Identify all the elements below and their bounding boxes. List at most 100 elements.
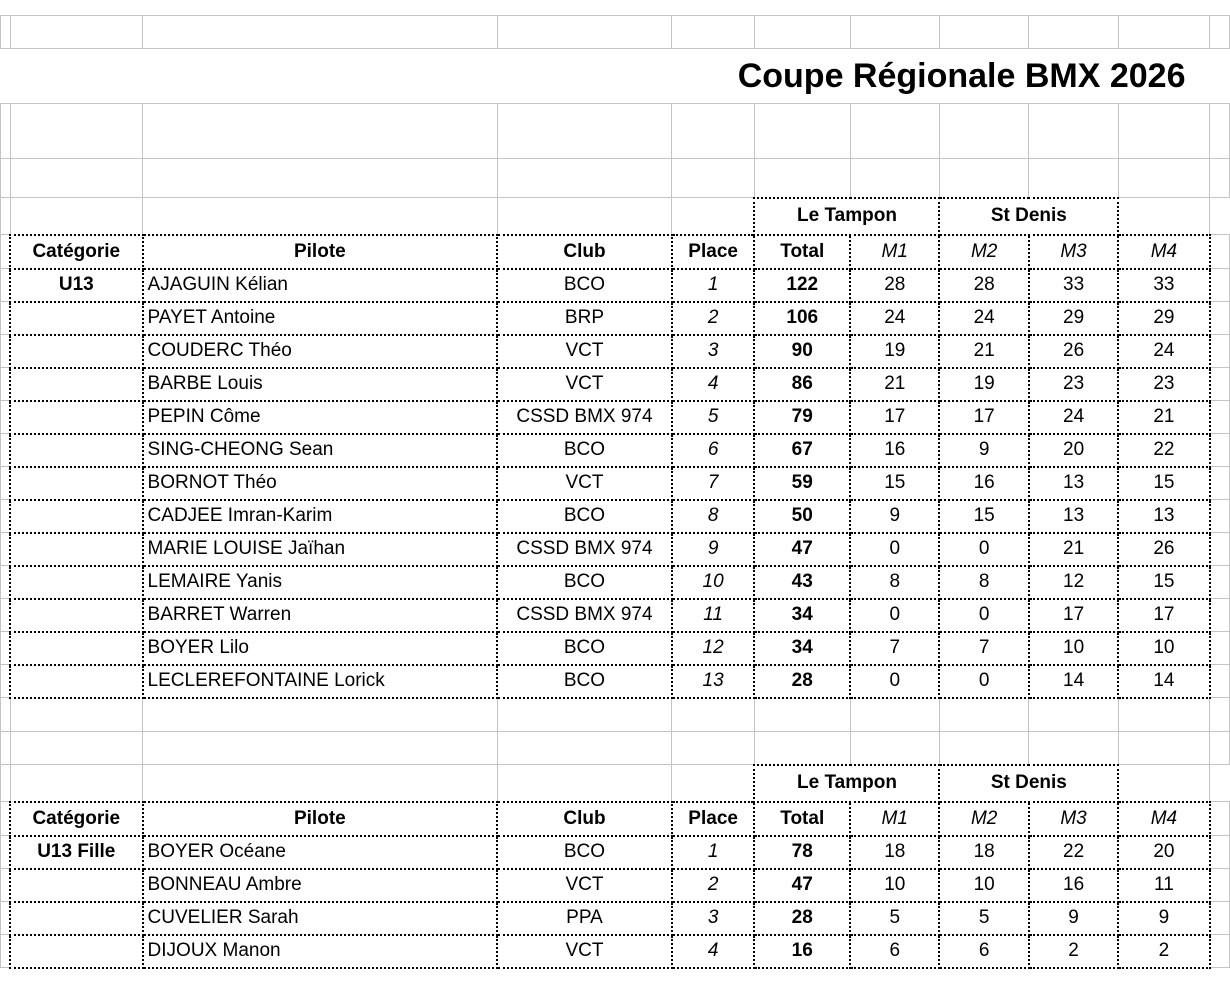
empty-cell[interactable] (671, 158, 755, 198)
total-cell[interactable]: 28 (753, 900, 852, 936)
pilot-cell[interactable]: BORNOT Théo (141, 465, 499, 501)
m2-score-cell[interactable]: 18 (938, 834, 1030, 870)
m3-score-cell[interactable]: 17 (1027, 597, 1120, 633)
m2-score-cell[interactable]: 24 (938, 300, 1030, 336)
category-cell[interactable] (9, 432, 144, 468)
pilot-cell[interactable]: BOYER Océane (141, 834, 499, 870)
empty-cell[interactable] (849, 103, 940, 159)
total-cell[interactable]: 122 (753, 267, 852, 303)
empty-cell[interactable] (1117, 103, 1211, 159)
place-cell[interactable]: 1 (670, 267, 756, 303)
empty-cell[interactable] (496, 158, 673, 198)
m4-score-cell[interactable]: 11 (1117, 867, 1211, 903)
m4-score-cell[interactable]: 20 (1117, 834, 1211, 870)
pilot-cell[interactable]: BARBE Louis (141, 366, 499, 402)
m1-score-cell[interactable]: 28 (849, 267, 941, 303)
m2-score-cell[interactable]: 21 (938, 333, 1030, 369)
empty-cell[interactable] (142, 764, 498, 802)
category-cell[interactable] (9, 867, 144, 903)
pilot-cell[interactable]: CUVELIER Sarah (141, 900, 499, 936)
empty-cell[interactable] (142, 158, 498, 198)
empty-cell[interactable] (142, 103, 498, 159)
club-cell[interactable]: BCO (496, 432, 673, 468)
m1-score-cell[interactable]: 21 (849, 366, 941, 402)
category-cell[interactable] (9, 465, 144, 501)
empty-cell[interactable] (938, 158, 1030, 198)
m3-score-cell[interactable]: 21 (1027, 531, 1120, 567)
total-cell[interactable]: 78 (753, 834, 852, 870)
place-cell[interactable]: 9 (670, 531, 756, 567)
empty-cell[interactable] (0, 731, 11, 765)
empty-cell[interactable] (1028, 158, 1119, 198)
club-cell[interactable]: CSSD BMX 974 (496, 399, 673, 435)
empty-cell[interactable] (753, 697, 851, 732)
place-cell[interactable]: 10 (670, 564, 756, 600)
m4-score-cell[interactable]: 33 (1117, 267, 1211, 303)
empty-cell[interactable] (1209, 103, 1230, 159)
place-cell[interactable]: 5 (670, 399, 756, 435)
empty-cell[interactable] (1209, 731, 1230, 765)
m4-score-cell[interactable]: 29 (1117, 300, 1211, 336)
empty-cell[interactable] (671, 15, 755, 49)
place-cell[interactable]: 1 (670, 834, 756, 870)
club-cell[interactable]: PPA (496, 900, 673, 936)
m1-score-cell[interactable]: 10 (849, 867, 941, 903)
club-cell[interactable]: VCT (496, 933, 673, 969)
m2-score-cell[interactable]: 5 (938, 900, 1030, 936)
m4-score-cell[interactable]: 24 (1117, 333, 1211, 369)
m1-score-cell[interactable]: 16 (849, 432, 941, 468)
empty-cell[interactable] (671, 197, 755, 235)
place-cell[interactable]: 12 (670, 630, 756, 666)
place-cell[interactable]: 6 (670, 432, 756, 468)
m3-score-cell[interactable]: 22 (1027, 834, 1120, 870)
category-cell[interactable] (9, 498, 144, 534)
total-cell[interactable]: 34 (753, 597, 852, 633)
m2-score-cell[interactable]: 0 (938, 663, 1030, 699)
empty-cell[interactable] (1028, 103, 1119, 159)
pilot-cell[interactable]: DIJOUX Manon (141, 933, 499, 969)
m4-score-cell[interactable]: 14 (1117, 663, 1211, 699)
club-cell[interactable]: BRP (496, 300, 673, 336)
category-cell[interactable] (9, 630, 144, 666)
empty-cell[interactable] (496, 731, 673, 765)
total-cell[interactable]: 86 (753, 366, 852, 402)
m4-score-cell[interactable]: 2 (1117, 933, 1211, 969)
empty-cell[interactable] (1209, 158, 1230, 198)
empty-cell[interactable] (938, 15, 1030, 49)
place-cell[interactable]: 8 (670, 498, 756, 534)
m4-score-cell[interactable]: 13 (1117, 498, 1211, 534)
empty-cell[interactable] (849, 731, 940, 765)
m4-score-cell[interactable]: 15 (1117, 465, 1211, 501)
m3-score-cell[interactable]: 33 (1027, 267, 1120, 303)
empty-cell[interactable] (9, 15, 144, 49)
m2-score-cell[interactable]: 6 (938, 933, 1030, 969)
empty-cell[interactable] (671, 764, 755, 802)
category-cell[interactable]: U13 Fille (9, 834, 144, 870)
empty-cell[interactable] (938, 697, 1030, 732)
total-cell[interactable]: 67 (753, 432, 852, 468)
m4-score-cell[interactable]: 23 (1117, 366, 1211, 402)
club-cell[interactable]: BCO (496, 564, 673, 600)
category-cell[interactable] (9, 300, 144, 336)
empty-cell[interactable] (1117, 731, 1211, 765)
m3-score-cell[interactable]: 16 (1027, 867, 1120, 903)
empty-cell[interactable] (671, 697, 755, 732)
total-cell[interactable]: 16 (753, 933, 852, 969)
m3-score-cell[interactable]: 14 (1027, 663, 1120, 699)
pilot-cell[interactable]: BOYER Lilo (141, 630, 499, 666)
m3-score-cell[interactable]: 23 (1027, 366, 1120, 402)
total-cell[interactable]: 106 (753, 300, 852, 336)
m1-score-cell[interactable]: 24 (849, 300, 941, 336)
m4-score-cell[interactable]: 9 (1117, 900, 1211, 936)
empty-cell[interactable] (753, 15, 851, 49)
m1-score-cell[interactable]: 9 (849, 498, 941, 534)
empty-cell[interactable] (496, 197, 673, 235)
m2-score-cell[interactable]: 9 (938, 432, 1030, 468)
total-cell[interactable]: 43 (753, 564, 852, 600)
total-cell[interactable]: 28 (753, 663, 852, 699)
empty-cell[interactable] (9, 103, 144, 159)
empty-cell[interactable] (938, 103, 1030, 159)
empty-cell[interactable] (142, 197, 498, 235)
pilot-cell[interactable]: PAYET Antoine (141, 300, 499, 336)
total-cell[interactable]: 47 (753, 531, 852, 567)
